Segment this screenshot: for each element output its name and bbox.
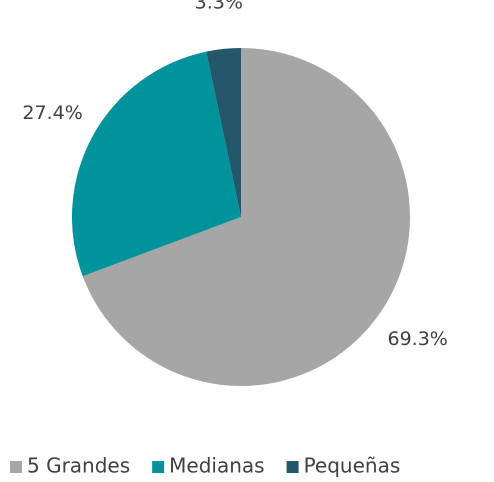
data-label: 27.4% (22, 102, 82, 124)
data-label: 3.3% (195, 0, 243, 14)
pie-slice (71, 51, 241, 277)
legend-label: 5 Grandes (27, 454, 130, 478)
legend-swatch (152, 461, 165, 473)
legend-swatch (10, 461, 22, 473)
data-label: 69.3% (387, 328, 447, 350)
legend-label: Pequeñas (304, 454, 401, 478)
legend-swatch (286, 461, 299, 473)
pie-slice (206, 48, 241, 217)
legend-label: Medianas (169, 454, 264, 478)
pie-slice (82, 48, 410, 386)
